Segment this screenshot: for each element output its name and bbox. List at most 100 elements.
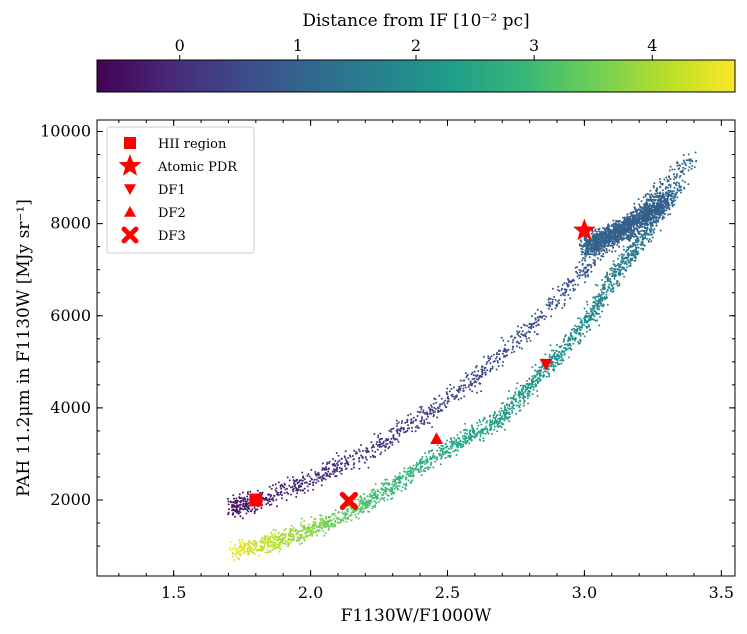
scatter-point <box>601 227 604 229</box>
scatter-point <box>575 270 578 273</box>
scatter-point <box>549 364 552 367</box>
scatter-point <box>658 209 661 211</box>
scatter-point <box>436 416 439 419</box>
scatter-point <box>246 550 249 553</box>
scatter-point <box>553 353 556 356</box>
scatter-point <box>268 485 271 488</box>
scatter-point <box>312 484 315 487</box>
scatter-point <box>248 508 251 510</box>
scatter-point <box>371 507 374 510</box>
scatter-point <box>583 244 586 246</box>
scatter-point <box>535 324 538 327</box>
scatter-point <box>235 507 238 509</box>
scatter-point <box>284 533 287 535</box>
scatter-point <box>289 531 292 533</box>
scatter-point <box>478 382 481 385</box>
scatter-point <box>299 485 302 488</box>
scatter-point <box>531 393 534 396</box>
scatter-point <box>423 423 426 425</box>
scatter-point <box>561 349 564 352</box>
scatter-point <box>364 456 367 459</box>
scatter-point <box>632 254 634 257</box>
scatter-point <box>548 365 551 368</box>
scatter-point <box>469 382 472 385</box>
scatter-point <box>642 210 645 213</box>
scatter-point <box>623 256 626 259</box>
scatter-point <box>626 215 629 218</box>
scatter-point <box>410 482 413 484</box>
scatter-point <box>347 507 350 510</box>
scatter-point <box>274 535 277 538</box>
scatter-point <box>390 487 392 490</box>
scatter-point <box>531 375 534 378</box>
special-markers <box>249 218 596 511</box>
scatter-point <box>264 551 267 554</box>
scatter-point <box>511 397 514 400</box>
scatter-point <box>242 541 245 544</box>
scatter-point <box>404 487 407 490</box>
scatter-point <box>241 517 244 520</box>
scatter-point <box>492 360 495 363</box>
scatter-point <box>595 235 598 238</box>
scatter-point <box>400 489 403 492</box>
scatter-point <box>560 344 563 347</box>
scatter-point <box>637 252 639 255</box>
scatter-point <box>287 543 290 546</box>
scatter-point <box>481 373 484 376</box>
scatter-point <box>300 542 303 545</box>
scatter-point <box>359 496 362 498</box>
scatter-point <box>275 490 278 493</box>
scatter-point <box>423 419 426 422</box>
scatter-point <box>505 354 508 357</box>
scatter-point <box>284 488 287 491</box>
scatter-point <box>481 365 484 368</box>
scatter-point <box>305 527 307 530</box>
scatter-point <box>261 536 264 539</box>
scatter-point <box>344 465 346 468</box>
scatter-point <box>401 420 404 422</box>
scatter-point <box>471 382 474 385</box>
scatter-point <box>513 350 516 353</box>
scatter-point <box>321 462 324 465</box>
scatter-point <box>376 441 378 444</box>
scatter-point <box>625 231 628 234</box>
scatter-point <box>391 483 394 486</box>
scatter-point <box>412 470 415 472</box>
scatter-point <box>460 443 463 446</box>
scatter-point <box>424 467 427 470</box>
scatter-point <box>439 408 442 411</box>
scatter-point <box>426 412 428 415</box>
scatter-point <box>602 252 605 255</box>
scatter-point <box>576 325 578 328</box>
scatter-point <box>659 182 662 185</box>
scatter-point <box>427 406 430 409</box>
scatter-point <box>647 205 650 208</box>
scatter-point <box>609 278 612 281</box>
scatter-point <box>421 416 423 419</box>
scatter-point <box>606 303 609 306</box>
scatter-point <box>334 524 336 526</box>
scatter-point <box>505 403 508 406</box>
scatter-point <box>620 253 623 256</box>
scatter-point <box>675 184 678 187</box>
scatter-point <box>598 237 601 240</box>
scatter-point <box>570 328 573 331</box>
scatter-point <box>526 397 529 400</box>
scatter-point <box>676 164 679 167</box>
scatter-point <box>629 262 632 265</box>
scatter-point <box>525 383 528 385</box>
scatter-point <box>230 506 233 509</box>
scatter-point <box>424 452 426 455</box>
scatter-point <box>561 284 564 286</box>
scatter-point <box>344 450 347 453</box>
scatter-point <box>459 389 462 392</box>
scatter-point <box>616 239 619 242</box>
scatter-point <box>382 484 385 487</box>
scatter-point <box>666 180 669 183</box>
scatter-point <box>511 409 514 412</box>
scatter-point <box>432 411 435 414</box>
scatter-point <box>676 175 678 177</box>
scatter-point <box>537 369 540 372</box>
scatter-point <box>329 515 332 518</box>
scatter-point <box>539 373 541 376</box>
